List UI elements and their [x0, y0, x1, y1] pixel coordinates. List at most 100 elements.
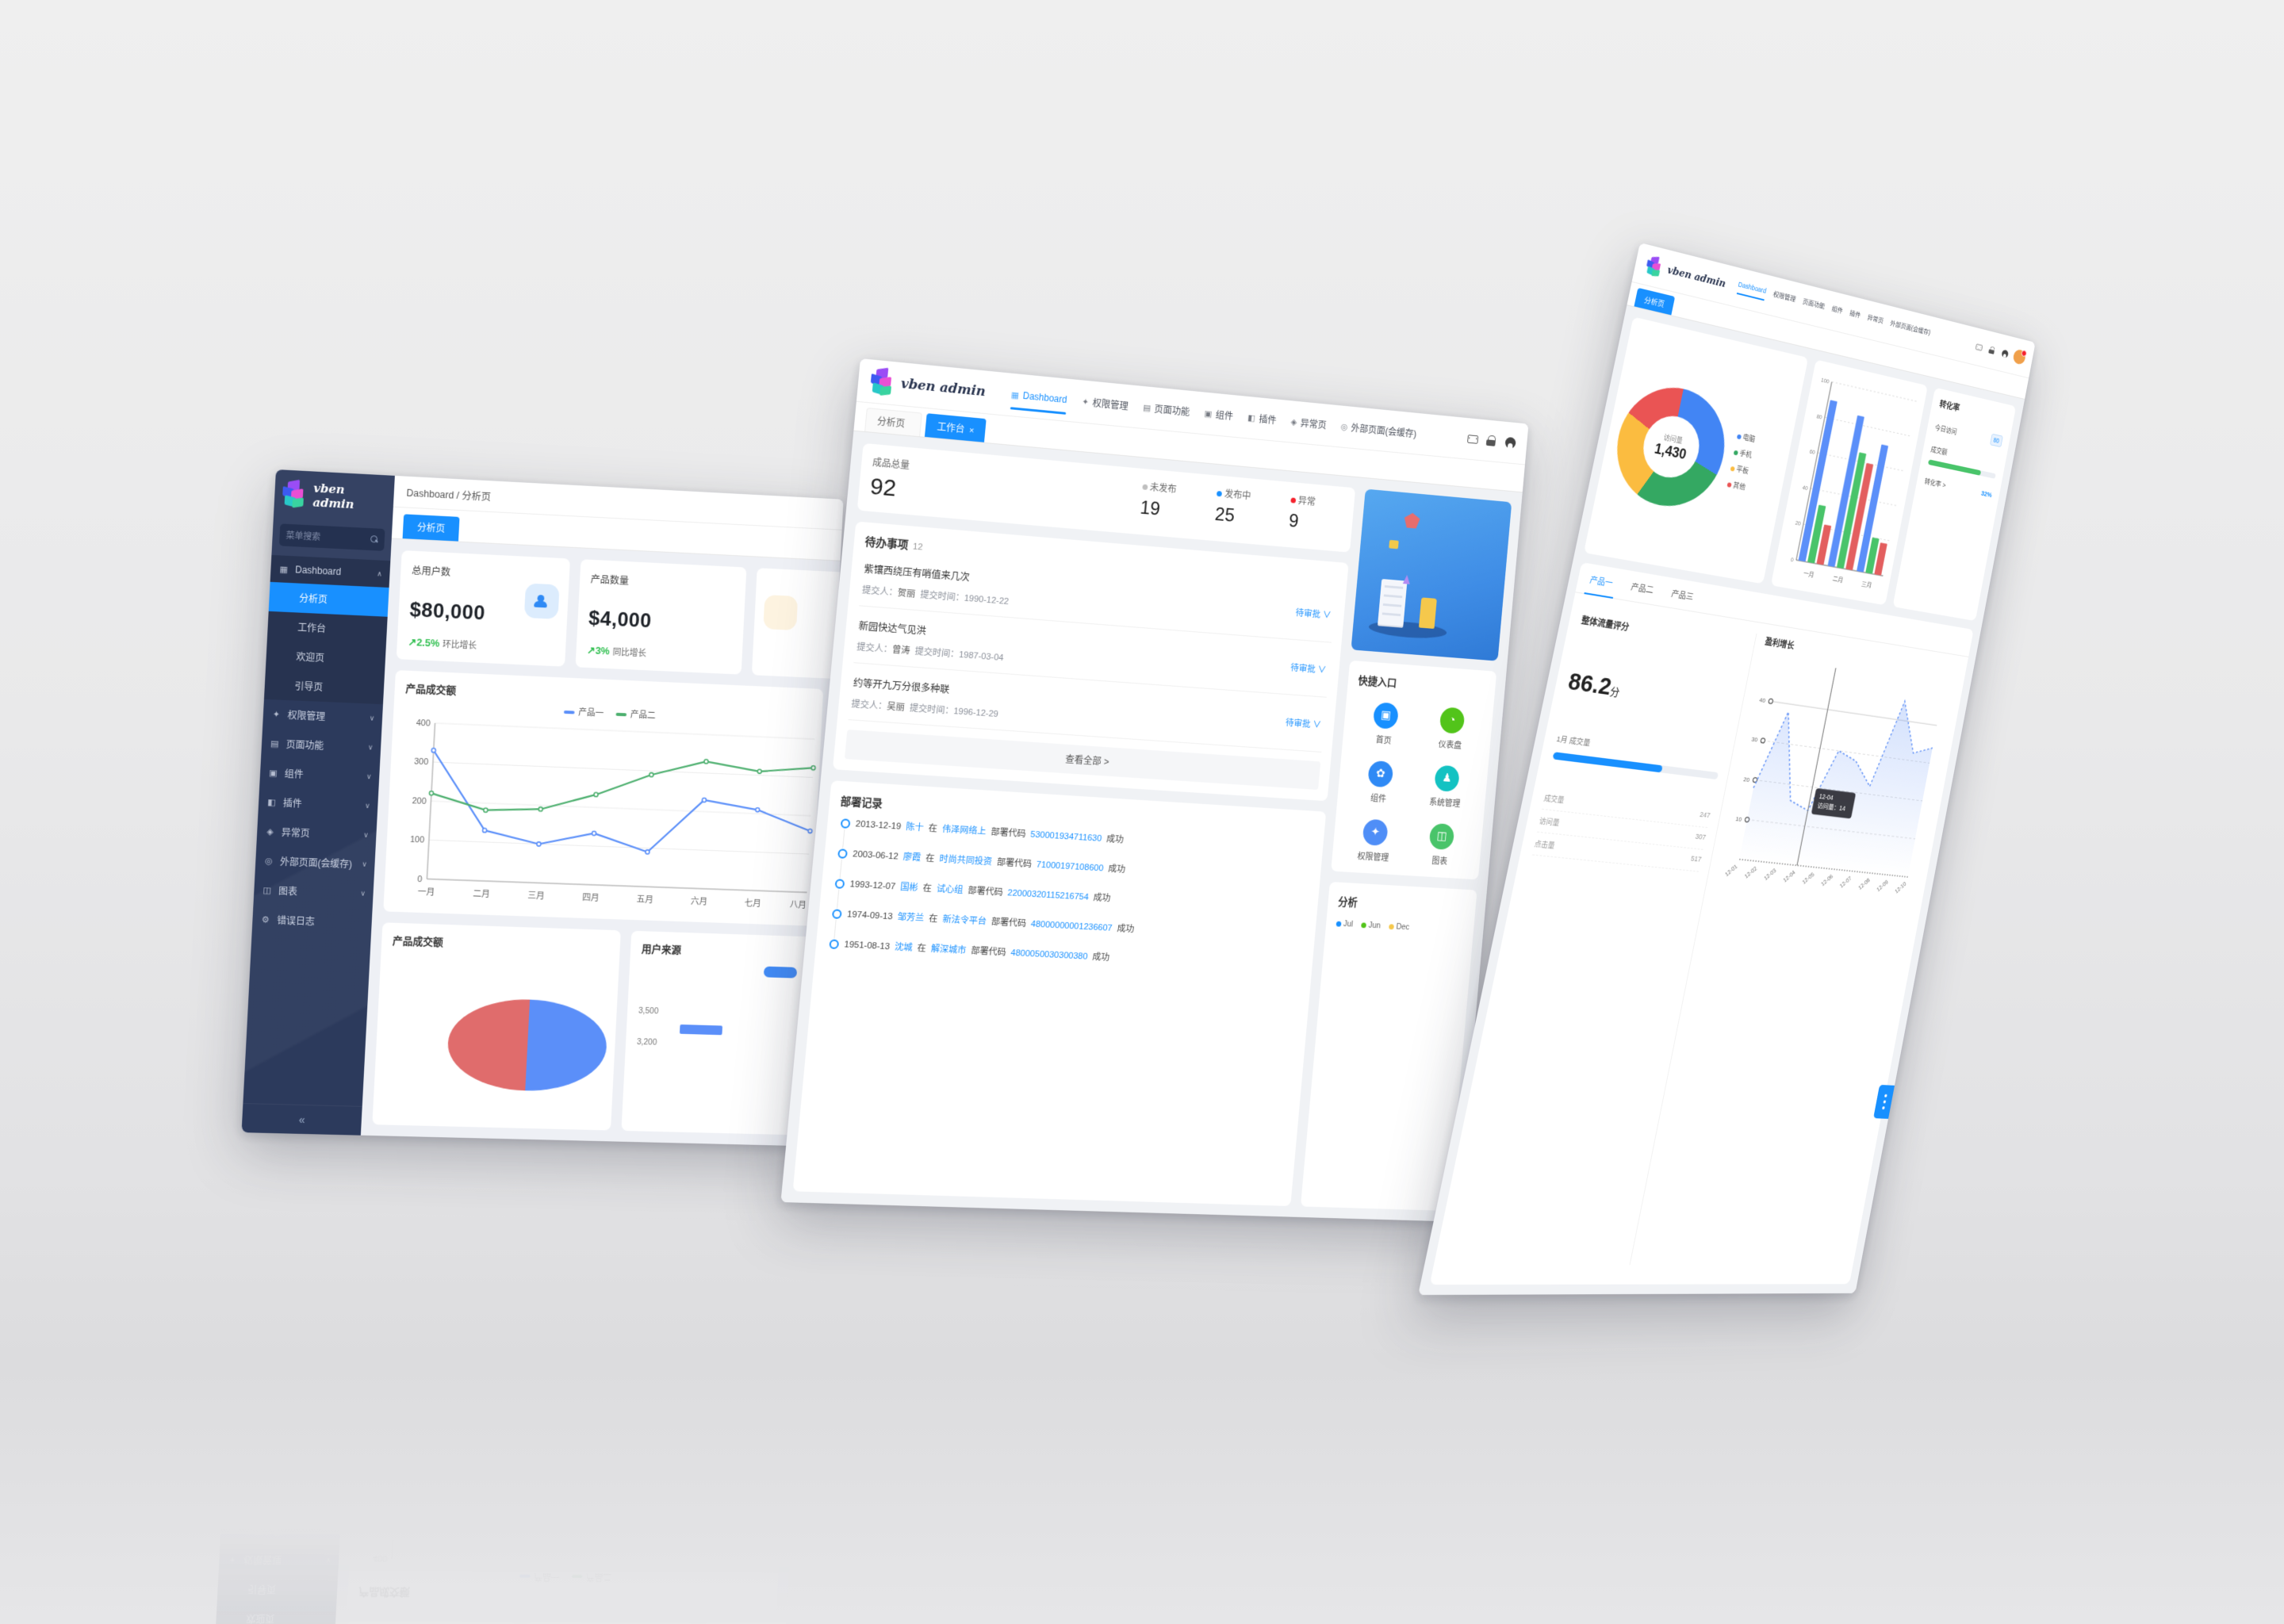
sidebar-item[interactable]: ▤ 页面功能 ∨	[261, 729, 381, 763]
sidebar-item[interactable]: ▣ 组件 ∨	[259, 758, 380, 792]
svg-text:100: 100	[410, 835, 425, 845]
sidebar-subitem[interactable]: 引导页	[264, 670, 385, 704]
nav-item[interactable]: 组件	[1830, 304, 1844, 320]
product-tab[interactable]: 产品二	[1630, 580, 1654, 596]
sidebar-item[interactable]: ◧ 插件 ∨	[258, 787, 378, 822]
todo-status-link[interactable]: 待审批 ∨	[1290, 661, 1327, 676]
quick-entry-item[interactable]: ✦ 权限管理	[1342, 818, 1407, 864]
svg-text:300: 300	[414, 757, 429, 768]
chevron-down-icon: ∨	[368, 743, 374, 752]
nav-item-icon: ▣	[1204, 408, 1213, 419]
deploy-code-link[interactable]: 530001934711630	[1030, 830, 1102, 844]
nav-item[interactable]: ▦ Dashboard	[1010, 389, 1067, 406]
sidebar-item[interactable]: ✦ 权限管理 ∨	[263, 699, 383, 733]
deploy-user-link[interactable]: 廖霞	[902, 852, 921, 863]
close-icon[interactable]: ×	[968, 426, 974, 435]
nav-item[interactable]: ◧ 插件	[1247, 411, 1278, 427]
svg-text:0: 0	[417, 875, 423, 884]
github-icon[interactable]	[2002, 349, 2010, 358]
chart-title: 产品成交额	[393, 933, 611, 955]
deploy-code-link[interactable]: 71000197108600	[1036, 860, 1104, 874]
left-dashboard-panel: vben admin 菜单搜索 ▦ Dashboard ∧	[242, 469, 844, 1146]
user-source-card: 用户来源 3,500 3,200	[622, 931, 811, 1136]
search-icon	[370, 535, 378, 543]
legend-item: Jun	[1361, 921, 1381, 931]
nav-item[interactable]: ▤ 页面功能	[1143, 400, 1190, 418]
quick-entry-item[interactable]: ◔ 仪表盘	[1420, 706, 1484, 753]
deploy-place-link[interactable]: 伟泽网络上	[941, 825, 986, 837]
svg-text:12-06: 12-06	[1820, 873, 1834, 887]
deploy-place-link[interactable]: 新法令平台	[942, 915, 987, 927]
nav-item[interactable]: Dashboard	[1736, 281, 1767, 301]
legend-item[interactable]: 产品一	[564, 705, 604, 719]
github-icon[interactable]	[1504, 436, 1516, 448]
deploy-result: 成功	[1092, 952, 1110, 963]
quick-entry-item[interactable]: ◫ 图表	[1408, 822, 1473, 868]
nav-item[interactable]: 页面功能	[1801, 297, 1826, 316]
nav-item[interactable]: ▣ 组件	[1204, 407, 1234, 423]
chevron-up-icon: ∧	[377, 569, 382, 578]
right-analysis-panel: vben admin Dashboard 权限管理 页面功能 组件	[1418, 243, 2036, 1295]
quick-entry-item[interactable]: ▣ 首页	[1352, 700, 1417, 748]
value-badge: 80	[1990, 434, 2003, 448]
nav-item[interactable]: 插件	[1848, 308, 1861, 324]
lock-icon[interactable]	[1988, 346, 1996, 354]
row-value: 32%	[1980, 489, 1992, 499]
page-tab[interactable]: 分析页	[864, 408, 922, 436]
sidebar-item[interactable]: ⚙ 错误日志	[252, 905, 373, 938]
user-avatar[interactable]	[2012, 348, 2026, 365]
pie-chart[interactable]	[446, 998, 609, 1093]
quick-entry-item[interactable]: ♟ 系统管理	[1414, 764, 1478, 810]
scene: vben admin 菜单搜索 ▦ Dashboard ∧	[0, 0, 2284, 1624]
svg-text:200: 200	[412, 796, 427, 806]
quick-entry-label: 系统管理	[1414, 795, 1476, 810]
deploy-place-link[interactable]: 时尚共同投资	[939, 855, 992, 868]
product-tab[interactable]: 产品一	[1588, 574, 1614, 590]
legend-pill	[764, 967, 797, 979]
line-chart-card: 产品成交额 产品一 产品二 0 100 200 300 400 一月 二月 三月 四月 五月 六月 七月…	[383, 670, 823, 926]
deploy-user-link[interactable]: 国彬	[900, 883, 918, 893]
todo-status-link[interactable]: 待审批 ∨	[1285, 716, 1321, 731]
sidebar-collapse-button[interactable]: «	[242, 1103, 362, 1136]
menu-search-input[interactable]: 菜单搜索	[279, 523, 385, 551]
donut-legend: 电脑 手机 平板 其他	[1726, 431, 1756, 492]
deploy-place-link[interactable]: 解深城市	[930, 944, 966, 956]
menu-icon: ▣	[268, 768, 279, 779]
nav-item[interactable]: ✦ 权限管理	[1082, 395, 1129, 412]
nav-item[interactable]: ◈ 异常页	[1290, 415, 1327, 431]
deploy-user-link[interactable]: 沈城	[895, 943, 913, 953]
nav-item-label: Dashboard	[1022, 390, 1067, 405]
product-sales-line-chart[interactable]: 0 100 200 300 400 一月 二月 三月 四月 五月 六月 七月 八月	[395, 712, 823, 914]
legend-item[interactable]: 产品二	[615, 707, 656, 722]
menu-icon: ⚙	[260, 914, 271, 925]
product-tab[interactable]: 产品三	[1670, 588, 1694, 603]
users-icon	[524, 583, 560, 619]
nav-item[interactable]: 外部页面(会缓存)	[1888, 318, 1931, 341]
deploy-user-link[interactable]: 邹芳兰	[897, 913, 925, 924]
close-icon[interactable]	[909, 420, 910, 430]
deploy-user-link[interactable]: 陈十	[906, 822, 924, 833]
svg-text:三月: 三月	[1861, 580, 1872, 589]
deploy-date: 1951-08-13	[844, 940, 891, 952]
legend-item: 手机	[1733, 446, 1753, 460]
chevron-down-icon: ∨	[369, 714, 374, 722]
nav-item[interactable]: 异常页	[1866, 312, 1884, 330]
deploy-place-link[interactable]: 试心组	[936, 884, 963, 895]
deploy-code-link[interactable]: 22000320115216754	[1007, 888, 1089, 902]
lock-icon[interactable]	[1486, 435, 1497, 446]
quick-entry-item[interactable]: ✿ 组件	[1347, 759, 1412, 806]
sidebar-item[interactable]: ◫ 图表 ∨	[253, 875, 374, 909]
deploy-code-link[interactable]: 4800050030300380	[1010, 948, 1088, 962]
sidebar-item[interactable]: ◈ 异常页 ∨	[256, 817, 377, 851]
tab-analysis[interactable]: 分析页	[403, 514, 460, 541]
sidebar-item[interactable]: ◎ 外部页面(会缓存) ∨	[255, 846, 375, 879]
svg-text:12-10: 12-10	[1894, 881, 1907, 895]
mail-icon[interactable]	[1467, 433, 1479, 445]
menu-icon: ◈	[265, 826, 276, 837]
profit-area-chart[interactable]: 10 20 30 40 12-01 12-02 12-03 12-04 12-05 12-06 12…	[1712, 647, 1953, 922]
nav-item[interactable]: 权限管理	[1772, 289, 1797, 308]
legend-item: 电脑	[1736, 431, 1756, 444]
mail-icon[interactable]	[1976, 343, 1983, 351]
deploy-code-link[interactable]: 48000000001236607	[1030, 920, 1113, 933]
nav-item[interactable]: ◎ 外部页面(会缓存)	[1340, 419, 1417, 439]
